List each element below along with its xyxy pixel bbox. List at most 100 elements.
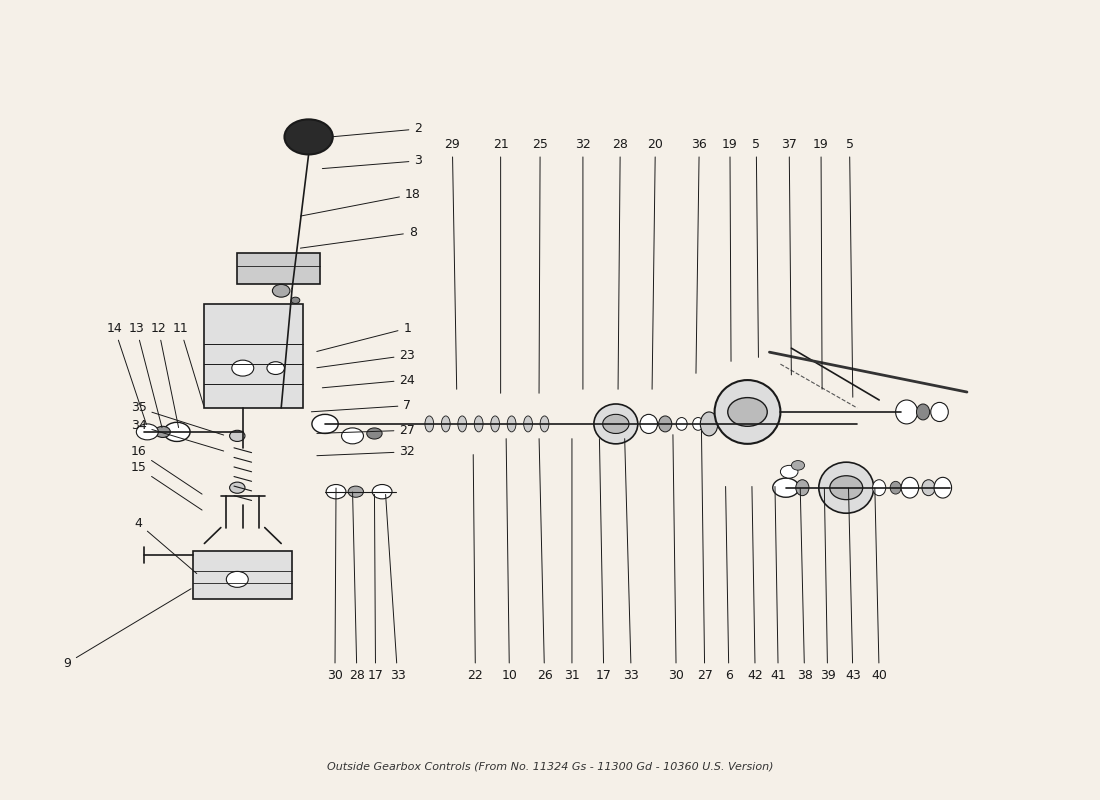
Circle shape <box>312 414 338 434</box>
Ellipse shape <box>693 418 704 430</box>
Text: 27: 27 <box>317 424 416 437</box>
Text: 6: 6 <box>725 486 733 682</box>
Text: Outside Gearbox Controls (From No. 11324 Gs - 11300 Gd - 10360 U.S. Version): Outside Gearbox Controls (From No. 11324… <box>327 762 773 772</box>
Circle shape <box>341 428 363 444</box>
Ellipse shape <box>818 462 873 514</box>
Text: 27: 27 <box>696 430 713 682</box>
Ellipse shape <box>934 478 952 498</box>
Text: 41: 41 <box>770 486 786 682</box>
Ellipse shape <box>916 404 930 420</box>
Text: 19: 19 <box>722 138 738 362</box>
Text: 28: 28 <box>613 138 628 390</box>
Circle shape <box>292 297 300 303</box>
Text: 20: 20 <box>648 138 663 390</box>
Ellipse shape <box>701 412 718 436</box>
Text: 5: 5 <box>846 138 854 398</box>
FancyBboxPatch shape <box>238 253 320 285</box>
Text: 14: 14 <box>107 322 146 425</box>
Circle shape <box>136 424 158 440</box>
Text: 42: 42 <box>747 486 763 682</box>
Text: 32: 32 <box>317 446 415 458</box>
Text: 33: 33 <box>624 438 639 682</box>
Text: 17: 17 <box>367 494 384 682</box>
Text: 12: 12 <box>151 322 178 427</box>
Ellipse shape <box>441 416 450 432</box>
Ellipse shape <box>795 480 808 496</box>
Text: 7: 7 <box>311 399 411 412</box>
Ellipse shape <box>872 480 886 496</box>
Text: 11: 11 <box>173 322 204 406</box>
Text: 31: 31 <box>564 438 580 682</box>
Text: 36: 36 <box>691 138 707 374</box>
Text: 3: 3 <box>322 154 422 169</box>
Ellipse shape <box>425 416 433 432</box>
Text: 25: 25 <box>532 138 548 394</box>
Text: 34: 34 <box>131 419 223 451</box>
Text: 8: 8 <box>300 226 417 248</box>
Circle shape <box>829 476 862 500</box>
Text: 32: 32 <box>575 138 591 390</box>
Ellipse shape <box>540 416 549 432</box>
Text: 35: 35 <box>131 402 223 435</box>
Text: 33: 33 <box>386 494 406 682</box>
Circle shape <box>327 485 345 499</box>
Circle shape <box>780 466 798 478</box>
Text: 23: 23 <box>317 349 415 368</box>
Ellipse shape <box>890 482 901 494</box>
Circle shape <box>348 486 363 498</box>
Text: 29: 29 <box>444 138 460 390</box>
Text: 38: 38 <box>796 488 813 682</box>
Text: 5: 5 <box>752 138 760 358</box>
Ellipse shape <box>659 416 672 432</box>
Circle shape <box>791 461 804 470</box>
Text: 10: 10 <box>502 438 517 682</box>
Text: 9: 9 <box>64 589 191 670</box>
Circle shape <box>164 422 190 442</box>
Circle shape <box>155 426 170 438</box>
Circle shape <box>230 430 245 442</box>
Circle shape <box>227 571 249 587</box>
Text: 30: 30 <box>668 434 684 682</box>
Text: 1: 1 <box>317 322 411 351</box>
Text: 30: 30 <box>327 488 343 682</box>
Ellipse shape <box>507 416 516 432</box>
Ellipse shape <box>676 418 688 430</box>
Circle shape <box>366 428 382 439</box>
Ellipse shape <box>524 416 532 432</box>
Ellipse shape <box>715 380 780 444</box>
Text: 16: 16 <box>131 446 202 494</box>
Ellipse shape <box>640 414 658 434</box>
Text: 2: 2 <box>333 122 422 137</box>
Circle shape <box>372 485 392 499</box>
Ellipse shape <box>474 416 483 432</box>
Ellipse shape <box>901 478 918 498</box>
FancyBboxPatch shape <box>194 551 293 599</box>
Ellipse shape <box>458 416 466 432</box>
Text: 19: 19 <box>813 138 829 390</box>
Text: 43: 43 <box>845 488 860 682</box>
Text: 24: 24 <box>322 374 415 388</box>
Text: 40: 40 <box>871 488 887 682</box>
Circle shape <box>273 285 290 297</box>
Circle shape <box>267 362 285 374</box>
Text: 21: 21 <box>493 138 508 394</box>
FancyBboxPatch shape <box>205 304 304 408</box>
Ellipse shape <box>491 416 499 432</box>
Text: 13: 13 <box>129 322 162 428</box>
Text: 39: 39 <box>820 488 836 682</box>
Text: 4: 4 <box>134 517 197 574</box>
Ellipse shape <box>922 480 935 496</box>
Text: 26: 26 <box>537 438 552 682</box>
Circle shape <box>232 360 254 376</box>
Circle shape <box>230 482 245 494</box>
Circle shape <box>285 119 332 154</box>
Ellipse shape <box>895 400 917 424</box>
Text: 17: 17 <box>596 438 612 682</box>
Text: 28: 28 <box>349 492 365 682</box>
Ellipse shape <box>594 404 638 444</box>
Circle shape <box>728 398 768 426</box>
Text: 37: 37 <box>781 138 798 375</box>
Ellipse shape <box>931 402 948 422</box>
Text: 22: 22 <box>468 454 483 682</box>
Circle shape <box>603 414 629 434</box>
